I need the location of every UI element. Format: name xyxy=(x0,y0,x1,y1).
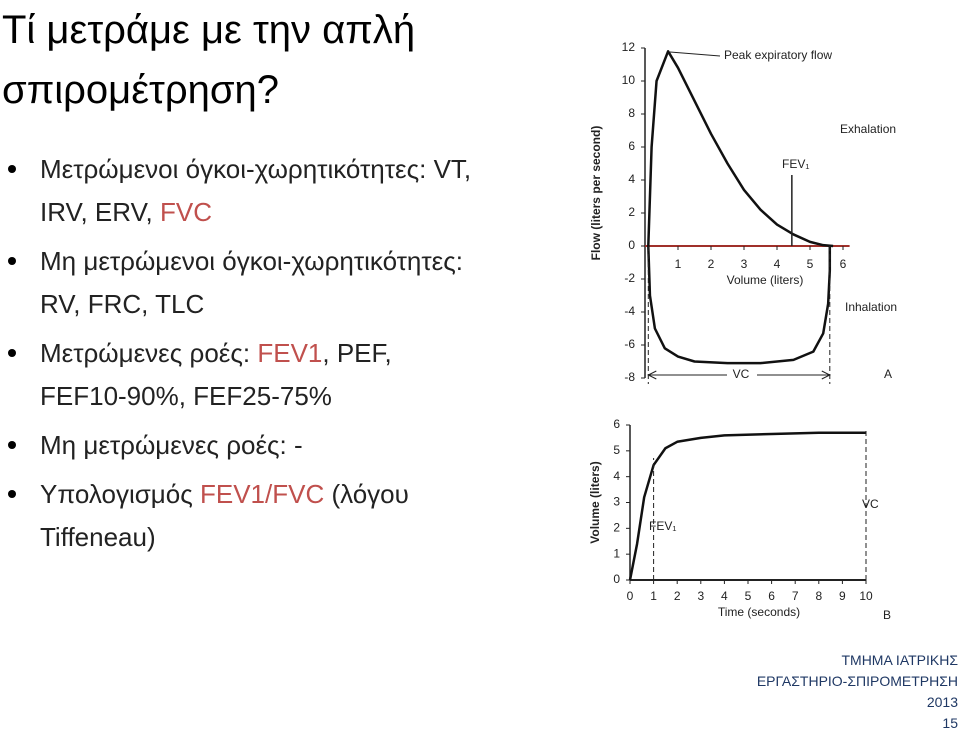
x-tick-label: 2 xyxy=(708,257,715,271)
x-tick-label: 1 xyxy=(650,589,657,603)
bullet: Υπολογισμός FEV1/FVC (λόγου Tiffeneau) xyxy=(0,473,480,559)
x-tick-label: 10 xyxy=(859,589,873,603)
x-tick-label: 7 xyxy=(792,589,799,603)
arrow-head xyxy=(647,370,831,380)
x-axis-title: Time (seconds) xyxy=(718,605,800,619)
y-tick-label: 0 xyxy=(628,238,635,252)
bullet-text: , PEF, FEF10-90%, FEF25-75% xyxy=(40,338,392,411)
bullet: Μετρώμενοι όγκοι-χωρητικότητες: VT, IRV,… xyxy=(0,148,480,234)
y-tick-label: 3 xyxy=(613,495,620,509)
y-tick-label: -4 xyxy=(624,304,635,318)
x-tick-label: 6 xyxy=(768,589,775,603)
footer-line: ΤΜΗΜΑ ΙΑΤΡΙΚΗΣ xyxy=(841,652,958,668)
y-tick-label: -8 xyxy=(624,370,635,384)
footer-line: ΕΡΓΑΣΤΗΡΙΟ-ΣΠΙΡΟΜΕΤΡΗΣΗ xyxy=(756,673,958,689)
bullet-text: Μετρώμενες ροές: xyxy=(40,338,258,368)
y-tick-label: 6 xyxy=(628,139,635,153)
x-tick-label: 5 xyxy=(745,589,752,603)
y-tick-label: -2 xyxy=(624,271,635,285)
bullet-text: Μη μετρώμενες ροές: - xyxy=(40,430,303,460)
x-tick-label: 3 xyxy=(741,257,748,271)
bullet-text: Μη μετρώμενοι όγκοι-χωρητικότητες: RV, F… xyxy=(40,246,464,319)
y-axis-title: Volume (liters) xyxy=(588,461,602,543)
bullet-text: Υπολογισμός xyxy=(40,479,200,509)
panel-label: A xyxy=(884,367,892,381)
bullet-text: FEV1 xyxy=(257,338,323,368)
x-tick-label: 4 xyxy=(774,257,781,271)
y-tick-label: 5 xyxy=(613,443,620,457)
x-tick-label: 4 xyxy=(721,589,728,603)
bullet-text: (λόγου Tiffeneau) xyxy=(40,479,409,552)
bullet: Μη μετρώμενοι όγκοι-χωρητικότητες: RV, F… xyxy=(0,240,480,326)
bullet: Μη μετρώμενες ροές: - xyxy=(0,424,480,467)
curve xyxy=(647,50,834,248)
footer-line: 2013 xyxy=(926,694,958,710)
annotation: Peak expiratory flow xyxy=(724,48,832,62)
y-tick-label: 10 xyxy=(622,73,636,87)
y-tick-label: 6 xyxy=(613,417,620,431)
annotation: FEV₁ xyxy=(782,157,809,171)
y-tick-label: 8 xyxy=(628,106,635,120)
bullet: Μετρώμενες ροές: FEV1, PEF, FEF10-90%, F… xyxy=(0,332,480,418)
y-axis-title: Flow (liters per second) xyxy=(589,126,603,261)
bullet-text: FEV1/FVC xyxy=(199,479,325,509)
y-tick-label: 12 xyxy=(622,40,636,54)
y-tick-label: 4 xyxy=(628,172,635,186)
y-tick-label: 2 xyxy=(613,521,620,535)
x-tick-label: 3 xyxy=(697,589,704,603)
y-tick-label: 0 xyxy=(613,572,620,586)
y-tick-label: 2 xyxy=(628,205,635,219)
bullet-text: Μετρώμενοι όγκοι-χωρητικότητες: VT, IRV,… xyxy=(40,154,472,227)
x-tick-label: 1 xyxy=(675,257,682,271)
x-tick-label: 8 xyxy=(815,589,822,603)
x-tick-label: 6 xyxy=(840,257,847,271)
annotation: FEV₁ xyxy=(649,519,676,533)
x-tick-label: 0 xyxy=(627,589,634,603)
annotation: Exhalation xyxy=(840,122,896,136)
y-tick-label: -6 xyxy=(624,337,635,351)
peak-pointer xyxy=(669,51,721,57)
annotation: Inhalation xyxy=(845,300,897,314)
bullet-list: Μετρώμενοι όγκοι-χωρητικότητες: VT, IRV,… xyxy=(0,148,480,565)
x-tick-label: 2 xyxy=(674,589,681,603)
x-axis-title: Volume (liters) xyxy=(727,273,804,287)
annotation: VC xyxy=(862,497,879,511)
bullet-text: FVC xyxy=(159,197,212,227)
curve xyxy=(647,245,832,365)
footer-line: 15 xyxy=(942,715,958,731)
curve xyxy=(628,431,866,581)
x-tick-label: 9 xyxy=(839,589,846,603)
slide-title: Τί μετράμε με την απλή σπιρομέτρηση? xyxy=(2,8,416,112)
footer: ΤΜΗΜΑ ΙΑΤΡΙΚΗΣ ΕΡΓΑΣΤΗΡΙΟ-ΣΠΙΡΟΜΕΤΡΗΣΗ 201… xyxy=(757,650,958,734)
panel-label: B xyxy=(883,608,891,622)
x-tick-label: 5 xyxy=(807,257,814,271)
y-tick-label: 4 xyxy=(613,469,620,483)
annotation: VC xyxy=(733,367,750,381)
y-tick-label: 1 xyxy=(613,546,620,560)
